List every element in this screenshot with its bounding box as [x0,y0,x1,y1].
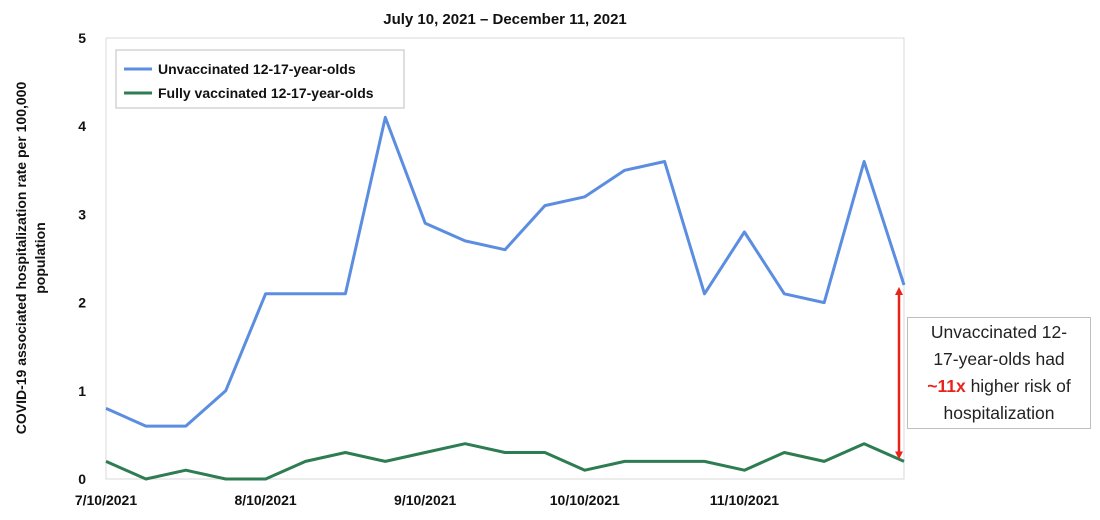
y-axis-label-line-1: COVID-19 associated hospitalization rate… [13,82,29,435]
plot-area-border [105,37,905,480]
legend-box [115,49,405,109]
x-tick-label: 7/10/2021 [75,492,137,508]
annotation-line-4: hospitalization [943,403,1055,423]
y-tick-label: 4 [78,118,86,134]
series-layer [105,115,906,481]
y-tick-label: 3 [78,206,86,222]
annotation-highlight: ~11x [927,376,966,396]
annotation-box: Unvaccinated 12- 17-year-olds had ~11x h… [907,317,1091,429]
y-axis-label-line-2: population [32,222,48,294]
y-axis: 0 1 2 3 4 5 [78,30,86,487]
series-line-fully-vaccinated [105,442,905,481]
annotation-line-3-rest: higher risk of [965,376,1071,396]
annotation-line-3: ~11x higher risk of [927,373,1071,400]
legend-label-unvaccinated: Unvaccinated 12-17-year-olds [158,61,356,77]
annotation-line-1: Unvaccinated 12- [930,322,1068,342]
y-tick-label: 0 [78,471,86,487]
y-tick-label: 1 [78,383,86,399]
legend-label-fully-vaccinated: Fully vaccinated 12-17-year-olds [158,85,374,101]
x-tick-label: 11/10/2021 [710,492,780,508]
legend: Unvaccinated 12-17-year-olds Fully vacci… [115,49,405,109]
annotation-line-2: 17-year-olds had [933,349,1065,369]
chart-title: July 10, 2021 – December 11, 2021 [383,11,627,28]
x-tick-label: 9/10/2021 [394,492,456,508]
series-line-unvaccinated [105,115,906,428]
x-tick-label: 10/10/2021 [550,492,620,508]
y-tick-label: 5 [78,30,86,46]
x-tick-label: 8/10/2021 [234,492,296,508]
x-axis: 7/10/2021 8/10/2021 9/10/2021 10/10/2021 11/… [75,492,779,508]
y-tick-label: 2 [78,295,86,311]
